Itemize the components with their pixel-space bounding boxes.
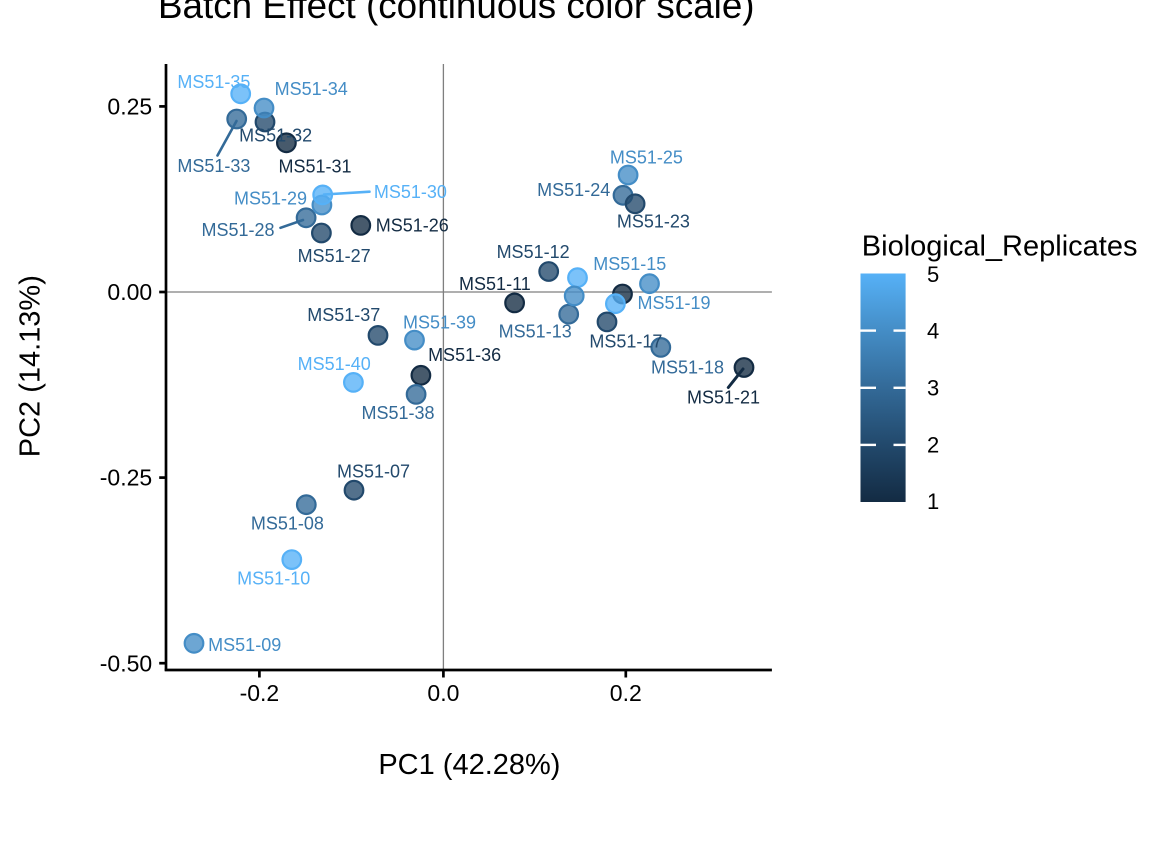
svg-text:MS51-10: MS51-10 (237, 569, 310, 589)
svg-text:MS51-17: MS51-17 (589, 332, 662, 352)
svg-text:MS51-34: MS51-34 (275, 79, 348, 99)
svg-text:MS51-12: MS51-12 (497, 242, 570, 262)
svg-text:MS51-40: MS51-40 (298, 354, 371, 374)
svg-text:MS51-38: MS51-38 (361, 403, 434, 423)
svg-text:0.0: 0.0 (427, 680, 459, 706)
svg-text:5: 5 (927, 262, 939, 287)
svg-text:PC2 (14.13%): PC2 (14.13%) (15, 275, 47, 457)
svg-text:MS51-18: MS51-18 (651, 357, 724, 377)
svg-text:Biological_Replicates: Biological_Replicates (862, 230, 1138, 262)
svg-text:MS51-35: MS51-35 (177, 72, 250, 92)
svg-text:MS51-32: MS51-32 (239, 125, 312, 145)
svg-text:3: 3 (927, 376, 939, 401)
svg-text:MS51-15: MS51-15 (593, 254, 666, 274)
svg-text:MS51-33: MS51-33 (177, 156, 250, 176)
svg-text:MS51-23: MS51-23 (617, 212, 690, 232)
svg-text:Batch Effect (continuous color: Batch Effect (continuous color scale) (158, 0, 755, 26)
svg-text:0.2: 0.2 (610, 680, 642, 706)
svg-text:MS51-30: MS51-30 (374, 182, 447, 202)
svg-text:4: 4 (927, 319, 939, 344)
svg-text:MS51-13: MS51-13 (499, 322, 572, 342)
svg-text:MS51-28: MS51-28 (201, 220, 274, 240)
svg-text:-0.25: -0.25 (100, 465, 152, 491)
svg-text:MS51-19: MS51-19 (637, 293, 710, 313)
svg-text:2: 2 (927, 433, 939, 458)
svg-text:MS51-27: MS51-27 (298, 246, 371, 266)
svg-text:MS51-08: MS51-08 (251, 513, 324, 533)
svg-text:MS51-39: MS51-39 (403, 312, 476, 332)
svg-text:MS51-21: MS51-21 (687, 388, 760, 408)
svg-text:MS51-25: MS51-25 (610, 148, 683, 168)
svg-text:MS51-09: MS51-09 (208, 635, 281, 655)
svg-text:MS51-07: MS51-07 (337, 462, 410, 482)
svg-text:1: 1 (927, 489, 939, 514)
svg-text:0.25: 0.25 (107, 94, 152, 120)
svg-text:PC1 (42.28%): PC1 (42.28%) (378, 749, 560, 781)
svg-text:MS51-31: MS51-31 (278, 157, 351, 177)
svg-text:MS51-11: MS51-11 (459, 274, 531, 294)
svg-text:-0.2: -0.2 (240, 680, 280, 706)
svg-text:MS51-24: MS51-24 (537, 180, 610, 200)
svg-text:MS51-26: MS51-26 (376, 216, 449, 236)
svg-text:-0.50: -0.50 (100, 650, 152, 676)
svg-text:MS51-36: MS51-36 (428, 345, 501, 365)
svg-text:0.00: 0.00 (107, 279, 152, 305)
svg-text:MS51-29: MS51-29 (234, 188, 307, 208)
svg-text:MS51-37: MS51-37 (307, 305, 380, 325)
